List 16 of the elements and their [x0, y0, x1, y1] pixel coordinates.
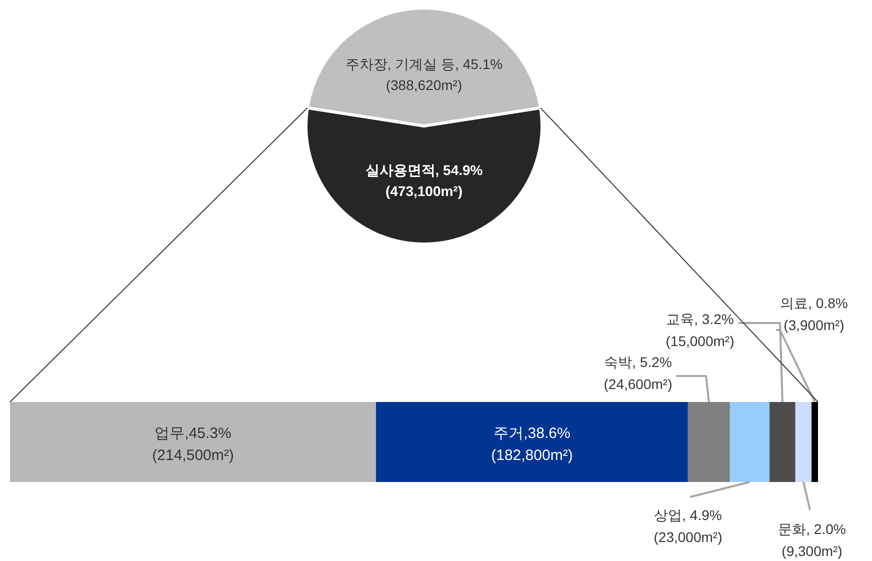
bar: [10, 402, 376, 482]
data-label: 숙박, 5.2% (24,600m²): [604, 354, 672, 392]
data-label: 주거,38.6% (182,800m²): [491, 425, 573, 464]
data-label: 교육, 3.2% (15,000m²): [666, 311, 734, 349]
bar: [770, 402, 796, 482]
data-label: 업무,45.3% (214,500m²): [152, 425, 234, 464]
bar: [376, 402, 688, 482]
bar: [730, 402, 770, 482]
data-label: 상업, 4.9% (23,000m²): [654, 507, 722, 545]
data-label: 문화, 2.0% (9,300m²): [778, 521, 846, 559]
data-label: 실사용면적, 54.9% (473,100m²): [365, 162, 484, 200]
data-label: 의료, 0.8% (3,900m²): [780, 295, 848, 333]
bar: [688, 402, 730, 482]
bar: [812, 402, 818, 482]
bar: [795, 402, 812, 482]
data-label: 주차장, 기계실 등, 45.1% (388,620m²): [345, 56, 503, 93]
